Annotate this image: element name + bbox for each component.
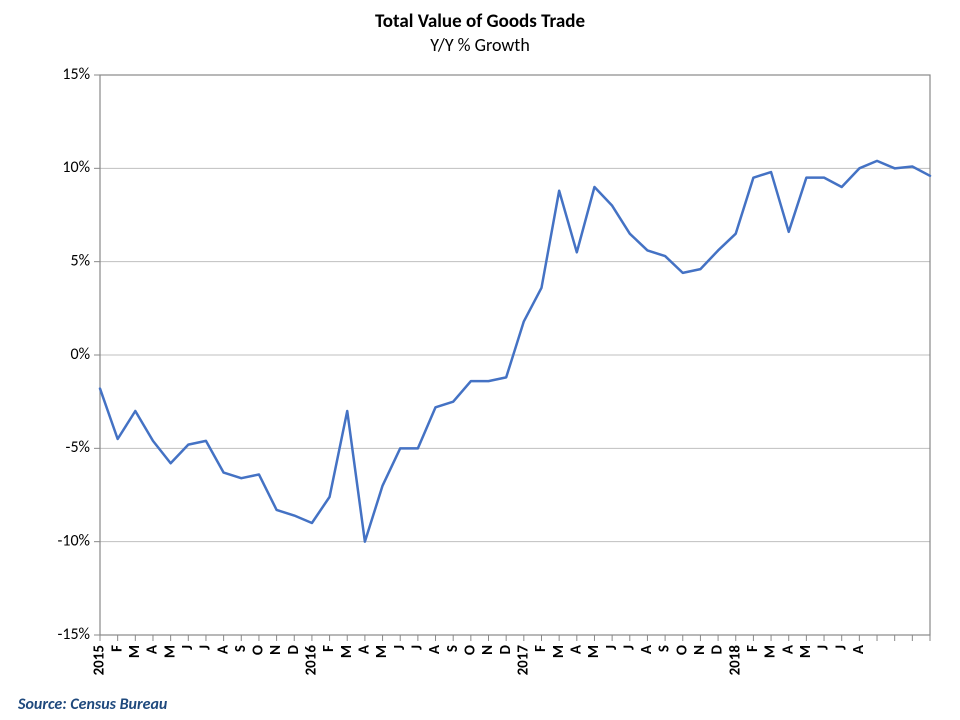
svg-text:O: O	[250, 645, 268, 655]
svg-text:A: A	[426, 644, 444, 654]
svg-text:S: S	[444, 645, 462, 652]
svg-text:15%: 15%	[62, 65, 90, 84]
svg-text:F: F	[320, 645, 338, 652]
svg-text:O: O	[461, 645, 479, 655]
svg-text:J: J	[197, 645, 215, 650]
svg-text:F: F	[744, 645, 762, 652]
svg-text:A: A	[567, 644, 585, 654]
svg-text:M: M	[161, 645, 179, 658]
svg-text:M: M	[373, 645, 391, 658]
svg-text:N: N	[267, 645, 285, 655]
svg-text:J: J	[603, 645, 621, 650]
svg-text:J: J	[620, 645, 638, 650]
svg-text:N: N	[691, 645, 709, 655]
svg-text:A: A	[356, 644, 374, 654]
svg-text:M: M	[550, 645, 568, 658]
chart-source: Source: Census Bureau	[18, 695, 167, 714]
svg-text:J: J	[815, 645, 833, 650]
svg-text:J: J	[179, 645, 197, 650]
svg-text:M: M	[585, 645, 603, 658]
svg-text:-10%: -10%	[57, 531, 90, 550]
svg-text:-15%: -15%	[57, 625, 90, 644]
chart-svg: -15%-10%-5%0%5%10%15%2015FMAMJJASOND2016…	[0, 0, 960, 720]
svg-text:-5%: -5%	[66, 438, 90, 457]
svg-text:2017: 2017	[514, 645, 532, 676]
svg-text:F: F	[532, 645, 550, 652]
svg-text:J: J	[409, 645, 427, 650]
svg-text:D: D	[285, 644, 303, 654]
svg-text:M: M	[338, 645, 356, 658]
svg-text:A: A	[214, 644, 232, 654]
svg-text:J: J	[391, 645, 409, 650]
svg-text:2016: 2016	[303, 645, 321, 676]
chart-container: Total Value of Goods Trade Y/Y % Growth …	[0, 0, 960, 720]
svg-text:10%: 10%	[62, 158, 90, 177]
svg-text:F: F	[108, 645, 126, 652]
svg-text:A: A	[144, 644, 162, 654]
svg-text:M: M	[126, 645, 144, 658]
svg-text:0%: 0%	[70, 345, 90, 364]
svg-text:J: J	[832, 645, 850, 650]
svg-text:A: A	[850, 644, 868, 654]
svg-text:2015: 2015	[91, 645, 109, 675]
svg-text:M: M	[797, 645, 815, 658]
svg-text:A: A	[779, 644, 797, 654]
svg-text:D: D	[709, 644, 727, 654]
svg-text:N: N	[479, 645, 497, 655]
svg-text:M: M	[762, 645, 780, 658]
svg-text:O: O	[673, 645, 691, 655]
svg-text:2018: 2018	[726, 645, 744, 676]
svg-text:A: A	[638, 644, 656, 654]
svg-text:5%: 5%	[70, 251, 90, 270]
svg-text:S: S	[232, 645, 250, 652]
svg-text:D: D	[497, 644, 515, 654]
svg-text:S: S	[656, 645, 674, 652]
